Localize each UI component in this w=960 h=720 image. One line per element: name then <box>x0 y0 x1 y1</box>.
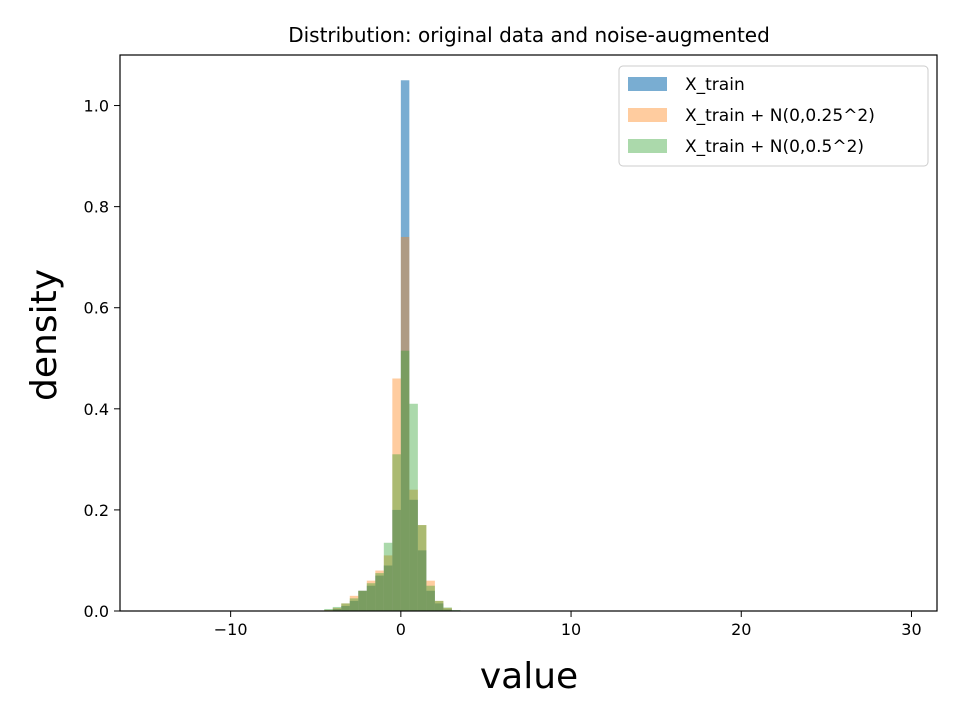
legend-swatch-2 <box>628 108 667 122</box>
histogram-bar-series-2-bin-9 <box>392 378 401 611</box>
x-axis-label: value <box>480 656 578 697</box>
histogram-bar-series-1-bin-8 <box>383 565 393 611</box>
y-tick-label: 0.8 <box>84 198 109 217</box>
histogram-bar-series-3-bin-8 <box>383 542 393 611</box>
histogram-bar-series-3-bin-4 <box>349 598 359 611</box>
y-tick-label: 1.0 <box>84 97 109 116</box>
histogram-bar-series-2-bin-15 <box>443 607 452 611</box>
legend-box <box>618 65 929 167</box>
x-tick-label: 0 <box>396 620 406 639</box>
histogram-bar-series-3-bin-10 <box>400 350 410 611</box>
legend: X_train X_train + N(0,0.25^2) X_train + N(… <box>618 65 929 167</box>
chart-title: Distribution: original data and noise-au… <box>288 23 770 47</box>
histogram-bar-series-3-bin-15 <box>443 607 452 611</box>
histogram-bar-series-3-bin-2 <box>332 606 342 611</box>
histogram-bar-series-2-bin-4 <box>349 595 359 611</box>
x-tick-label: 30 <box>901 620 921 639</box>
y-tick-label: 0.6 <box>84 299 109 318</box>
histogram-bar-series-1-bin-3 <box>341 605 350 611</box>
legend-label-1: X_train <box>685 75 745 95</box>
histogram-bar-series-2-bin-12 <box>417 525 427 611</box>
histogram-bar-series-2-bin-3 <box>341 603 350 611</box>
histogram-bar-series-3-bin-14 <box>434 600 444 611</box>
histogram-bar-series-2-bin-6 <box>366 580 376 611</box>
histogram-bar-series-2-bin-13 <box>426 580 435 611</box>
histogram-bar-series-2-bin-7 <box>375 570 384 611</box>
histogram-bar-series-3-bin-3 <box>341 603 350 611</box>
histogram-bar-series-1-bin-10 <box>400 80 410 612</box>
histogram-bar-series-3-bin-5 <box>358 590 367 611</box>
histogram-bar-series-2-bin-10 <box>400 236 410 612</box>
y-tick-label: 0.2 <box>84 501 109 520</box>
x-axis-ticks: −10 0 10 20 30 <box>214 611 922 639</box>
histogram-bar-series-1-bin-9 <box>392 509 401 611</box>
histogram-bar-series-1-bin-7 <box>375 575 384 611</box>
histogram-bar-series-1-bin-5 <box>358 590 367 611</box>
plot-area: −10 0 10 20 30 0.0 0.2 0.4 0.6 0.8 1.0 <box>84 54 938 639</box>
x-tick-label: 20 <box>731 620 751 639</box>
x-tick-label: 10 <box>561 620 581 639</box>
y-tick-label: 0.4 <box>84 400 109 419</box>
histogram-bar-series-1-bin-14 <box>434 603 444 611</box>
histogram-bar-series-3-bin-12 <box>417 525 427 611</box>
histogram-bars <box>179 80 903 612</box>
histogram-bar-series-3-bin-1 <box>324 608 333 611</box>
histogram-bar-series-2-bin-5 <box>358 590 367 611</box>
histogram-bar-series-1-bin-11 <box>409 499 418 611</box>
legend-label-2: X_train + N(0,0.25^2) <box>685 106 875 126</box>
histogram-bar-series-1-bin-12 <box>417 550 427 611</box>
y-axis-label: density <box>24 269 65 401</box>
histogram-bar-series-2-bin-11 <box>409 489 418 611</box>
histogram-bar-series-1-bin-15 <box>443 609 452 611</box>
legend-swatch-3 <box>628 139 667 153</box>
legend-swatch-1 <box>628 77 667 91</box>
histogram-bar-series-3-bin-7 <box>375 573 384 611</box>
axes-frame <box>119 54 938 612</box>
y-axis-ticks: 0.0 0.2 0.4 0.6 0.8 1.0 <box>84 97 120 621</box>
legend-label-3: X_train + N(0,0.5^2) <box>685 137 864 157</box>
histogram-bar-series-3-bin-6 <box>366 583 376 611</box>
histogram-bar-series-1-bin-6 <box>366 585 376 611</box>
x-tick-label: −10 <box>214 620 248 639</box>
histogram-bar-series-3-bin-13 <box>426 585 435 611</box>
y-tick-label: 0.0 <box>84 602 109 621</box>
histogram-bar-series-1-bin-4 <box>349 600 359 611</box>
histogram-bar-series-2-bin-2 <box>332 607 342 611</box>
histogram-bar-series-3-bin-11 <box>409 403 418 611</box>
histogram-bar-series-1-bin-13 <box>426 590 435 611</box>
histogram-bar-series-3-bin-9 <box>392 454 401 611</box>
histogram-bar-series-2-bin-8 <box>383 555 393 611</box>
histogram-bar-series-1-bin-2 <box>332 608 342 611</box>
histogram-bar-series-2-bin-14 <box>434 600 444 611</box>
